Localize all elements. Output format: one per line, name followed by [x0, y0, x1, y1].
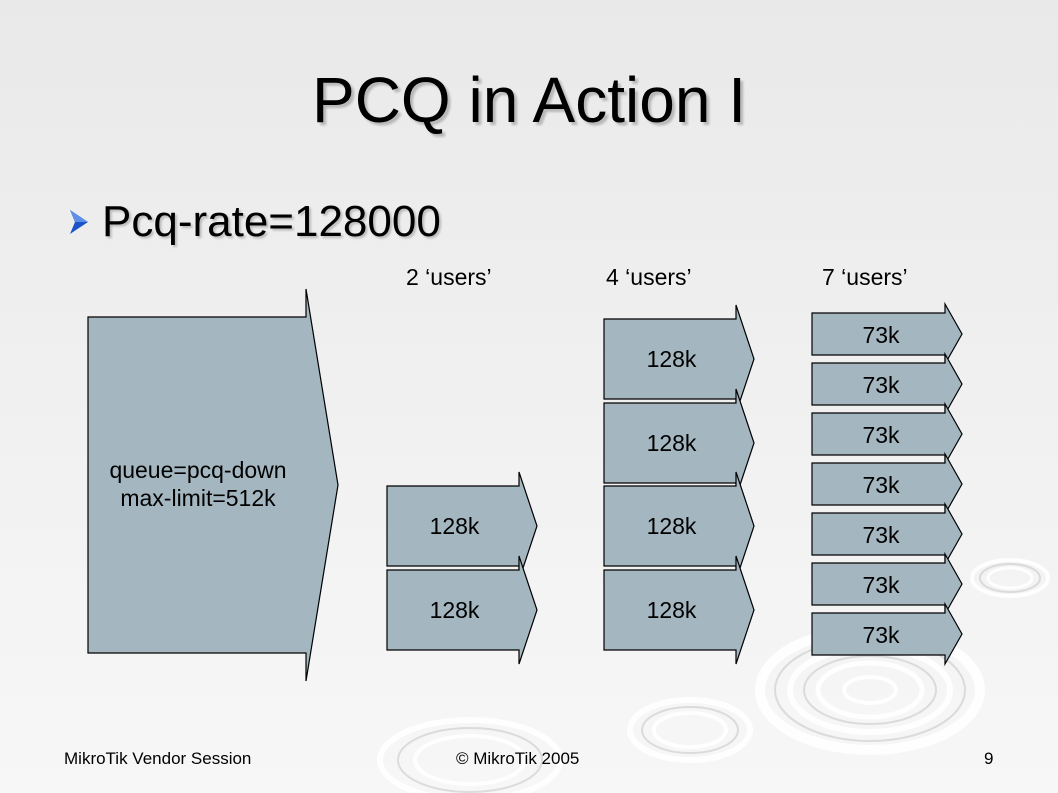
footer-left: MikroTik Vendor Session: [64, 749, 252, 768]
rate-label: 73k: [862, 422, 900, 448]
flow-arrow-4u-2: [603, 388, 755, 498]
flow-arrow-7u-5: [811, 501, 963, 567]
rate-label: 128k: [646, 346, 697, 372]
bullet-item: Pcq-rate=128000: [66, 192, 441, 252]
rate-label: 128k: [646, 597, 697, 623]
flow-arrow-7u-6: [811, 551, 963, 617]
label-2-users: 2 ‘users’: [406, 264, 492, 290]
flow-arrow-4u-4: [603, 555, 755, 665]
flow-arrow-4u-3: [603, 471, 755, 581]
flow-arrow-4u-1: [603, 304, 755, 414]
footer-copyright: © MikroTik 2005: [456, 749, 580, 768]
queue-max-limit: max-limit=512k: [120, 485, 276, 511]
rate-label: 73k: [862, 322, 900, 348]
flow-arrow-7u-4: [811, 451, 963, 517]
bullet-text: Pcq-rate=128000: [102, 197, 441, 246]
flow-arrow-7u-1: [811, 301, 963, 367]
queue-label: queue=pcq-down max-limit=512k: [88, 456, 308, 512]
rate-label: 128k: [646, 430, 697, 456]
flow-arrow-2u-1: [386, 471, 538, 581]
rate-label: 73k: [862, 572, 900, 598]
flow-arrow-2u-2: [386, 555, 538, 665]
label-4-users: 4 ‘users’: [606, 264, 692, 290]
label-7-users: 7 ‘users’: [822, 264, 908, 290]
flow-arrow-7u-3: [811, 401, 963, 467]
rate-label: 73k: [862, 622, 900, 648]
flow-arrow-7u-2: [811, 351, 963, 417]
page-number: 9: [984, 749, 994, 768]
queue-arrow: [87, 288, 339, 682]
rate-label: 73k: [862, 522, 900, 548]
queue-name: queue=pcq-down: [109, 457, 287, 483]
bullet-arrow-icon: [70, 210, 88, 234]
rate-label: 128k: [646, 513, 697, 539]
rate-label: 128k: [429, 597, 480, 623]
rate-label: 128k: [429, 513, 480, 539]
slide-title: PCQ in Action I: [312, 64, 746, 136]
flow-arrow-7u-7: [811, 601, 963, 667]
rate-label: 73k: [862, 372, 900, 398]
rate-label: 73k: [862, 472, 900, 498]
